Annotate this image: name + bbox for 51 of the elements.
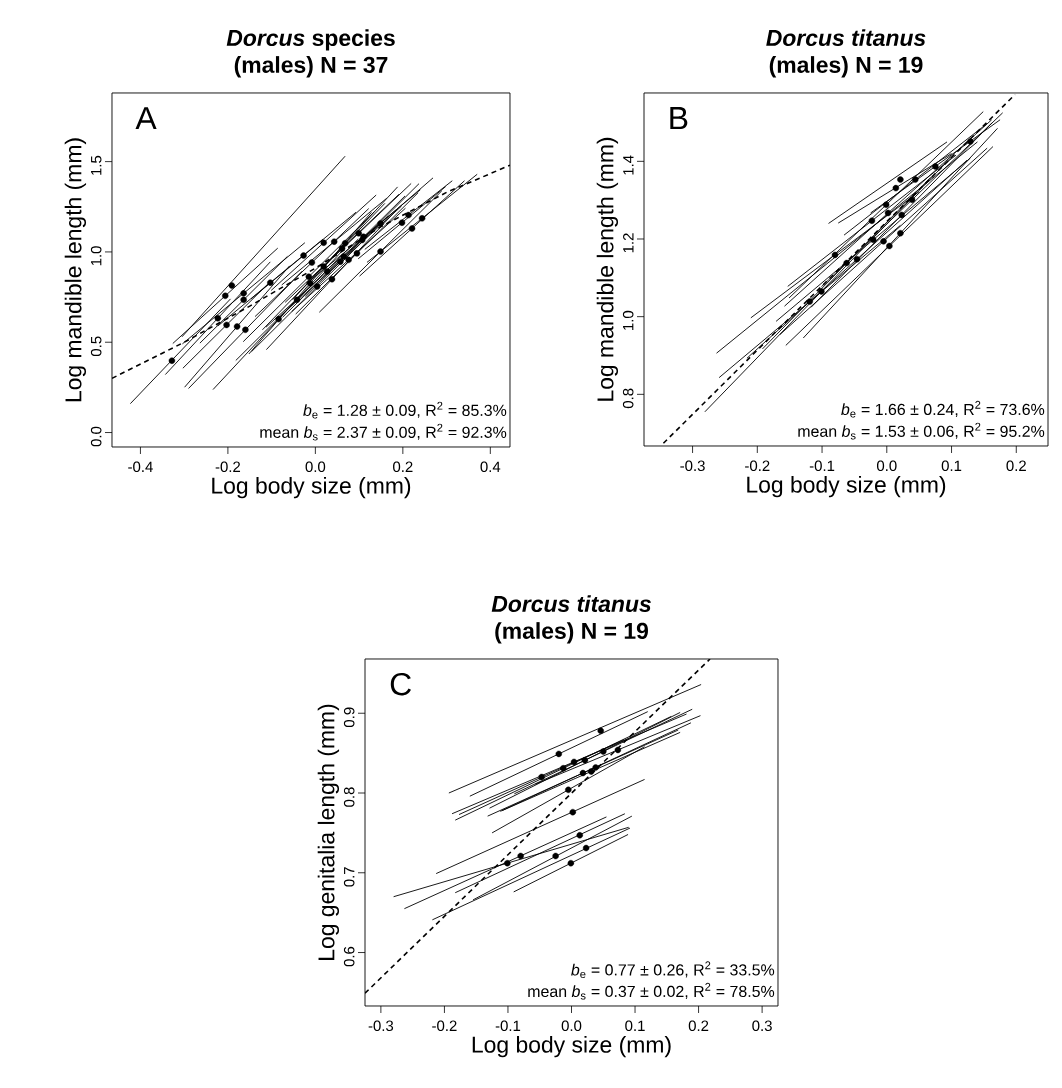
x-tick-label: -0.1 — [809, 460, 835, 472]
x-tick-label: 0.2 — [393, 461, 413, 473]
y-tick-label: 1.0 — [90, 246, 102, 266]
y-tick-label: 1.4 — [623, 155, 634, 175]
x-axis-title: Log body size (mm) — [472, 1035, 671, 1058]
annotation: mean b$_{s}$ = 2.37 ± 0.09, R$^{2}$ = 92.3% — [260, 423, 507, 441]
x-tick-label: -0.2 — [215, 461, 241, 473]
chart-subtitle: (males) N = 37 — [234, 56, 388, 78]
x-tick-label: -0.3 — [680, 460, 705, 472]
x-tick-label: 0.4 — [480, 461, 501, 473]
y-axis-title: Log mandible length (mm) — [64, 138, 87, 402]
y-tick-label: 0.9 — [343, 707, 355, 728]
x-tick-label: 0.0 — [876, 460, 897, 472]
x-tick-label: 0.1 — [625, 1020, 645, 1032]
y-tick-label: 0.7 — [343, 867, 355, 887]
y-tick-label: 0.0 — [90, 426, 102, 447]
y-tick-label: 0.5 — [90, 336, 102, 357]
y-tick-label: 0.8 — [343, 787, 355, 807]
x-tick-label: 0.0 — [305, 461, 326, 473]
x-tick-label: 0.0 — [561, 1020, 582, 1032]
x-tick-label: 0.3 — [752, 1020, 772, 1032]
annotation: A — [135, 107, 157, 130]
y-tick-label: 0.8 — [622, 388, 634, 409]
y-tick-label: 0.6 — [343, 946, 355, 967]
annotation: mean b$_{s}$ = 0.37 ± 0.02, R$^{2}$ = 78.5% — [528, 982, 775, 1000]
y-axis-title: Log mandible length (mm) — [596, 137, 619, 401]
x-tick-label: -0.2 — [745, 460, 770, 472]
annotation: b$_{e}$ = 0.77 ± 0.26, R$^{2}$ = 33.5% — [571, 961, 775, 979]
annotation: b$_{e}$ = 1.66 ± 0.24, R$^{2}$ = 73.6% — [841, 400, 1045, 418]
y-tick-label: 1.0 — [622, 310, 634, 330]
x-tick-label: -0.3 — [368, 1020, 394, 1032]
chart-subtitle: (males) N = 19 — [495, 622, 648, 644]
x-tick-label: 0.2 — [688, 1020, 709, 1032]
x-tick-label: -0.4 — [128, 461, 153, 473]
annotation: B — [670, 107, 688, 130]
x-axis-title: Log body size (mm) — [747, 475, 946, 498]
annotation: b$_{e}$ = 1.28 ± 0.09, R$^{2}$ = 85.3% — [303, 401, 507, 419]
x-axis-title: Log body size (mm) — [212, 476, 411, 499]
chart-title: Dorcus titanus — [491, 595, 651, 613]
y-axis-title: Log genitalia length (mm) — [317, 704, 340, 960]
x-tick-label: -0.1 — [495, 1020, 521, 1032]
x-tick-label: 0.1 — [941, 460, 962, 472]
x-tick-label: 0.2 — [1006, 460, 1026, 472]
annotation: mean b$_{s}$ = 1.53 ± 0.06, R$^{2}$ = 95.2% — [798, 422, 1045, 440]
x-tick-label: -0.2 — [432, 1020, 457, 1032]
annotation: C — [390, 672, 411, 696]
chart-title: Dorcus titanus — [766, 29, 926, 47]
y-tick-label: 1.5 — [91, 155, 102, 175]
chart-subtitle: (males) N = 19 — [769, 56, 923, 78]
y-tick-label: 1.2 — [623, 233, 634, 253]
chart-title: Dorcus species — [226, 29, 395, 51]
